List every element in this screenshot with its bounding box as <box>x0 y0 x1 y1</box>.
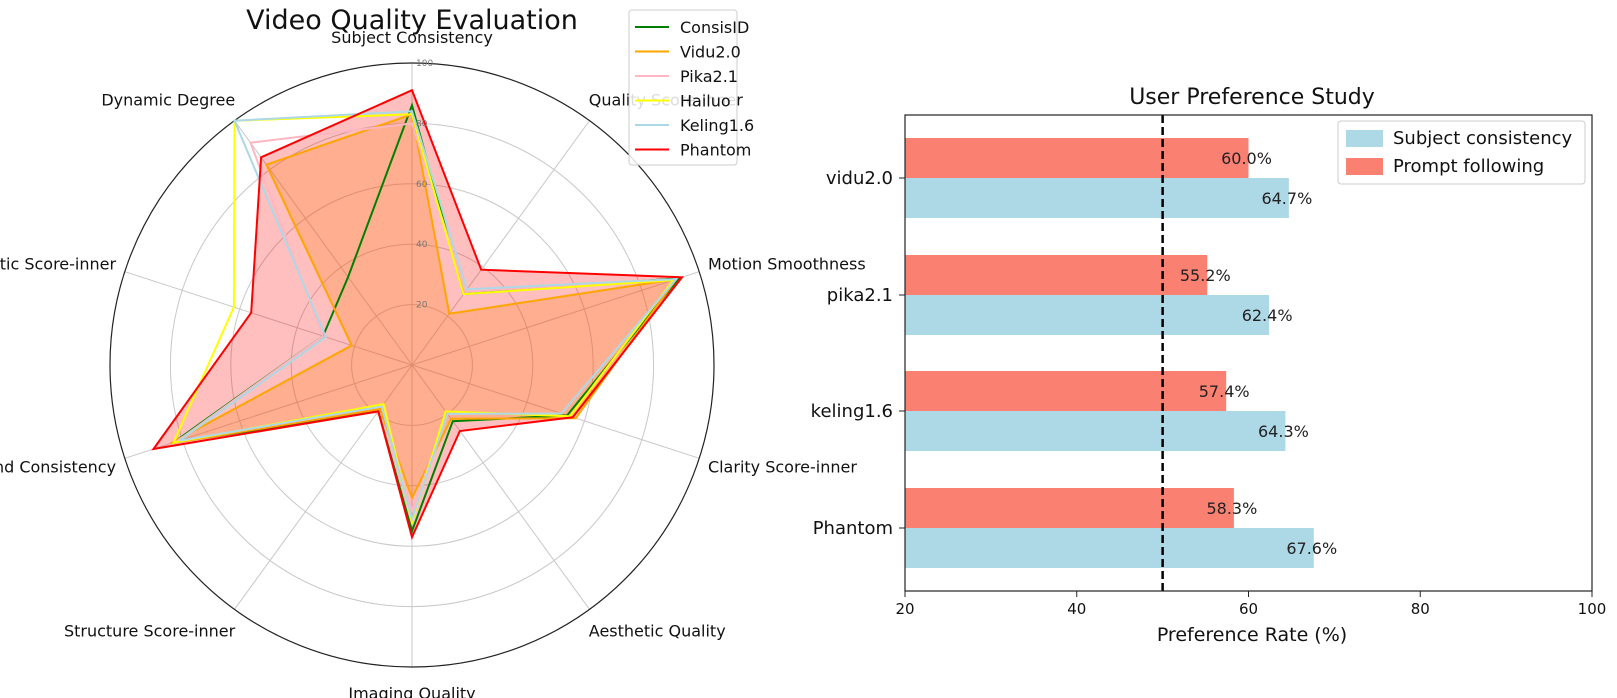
bar-x-tick-label: 80 <box>1411 600 1430 618</box>
bar-data-label: 57.4% <box>1199 382 1250 401</box>
radar-tick-label: 100 <box>416 59 433 69</box>
bar-data-label: 67.6% <box>1286 539 1337 558</box>
bar-data-label: 58.3% <box>1206 499 1257 518</box>
bar-legend: Subject consistency Prompt following <box>1337 120 1586 185</box>
bar-data-label: 60.0% <box>1221 149 1272 168</box>
bar-data-label: 64.3% <box>1258 422 1309 441</box>
bar-prompt-following <box>905 138 1249 178</box>
radar-spoke <box>234 120 413 366</box>
radar-axis-label: Aesthetic Score-inner <box>0 255 116 274</box>
radar-tick-labels: 20 40 60 80 100 <box>416 59 433 311</box>
radar-spoke <box>411 364 700 459</box>
radar-axis-label: Dynamic Degree <box>101 91 235 110</box>
bar-category-label: keling1.6 <box>811 401 893 422</box>
bar-legend-label: Subject consistency <box>1393 128 1573 149</box>
bar-marks: 64.7% 60.0% 62.4% 55.2% 64.3% 57.4% 67.6% 58.3% <box>905 138 1337 568</box>
bar-x-tick-label: 20 <box>895 600 914 618</box>
bar-x-tick-label: 100 <box>1578 600 1607 618</box>
radar-series-line <box>178 110 679 523</box>
radar-spoke <box>411 364 590 610</box>
radar-tick-label: 20 <box>416 301 428 311</box>
radar-series-line <box>170 112 679 501</box>
bar-x-tick-label: 60 <box>1239 600 1258 618</box>
radar-series-fill <box>170 114 677 498</box>
radar-series-group <box>151 88 684 541</box>
bar-prompt-following <box>905 255 1208 295</box>
bar-x-tick-label: 40 <box>1067 600 1086 618</box>
radar-legend-label: Hailuo <box>680 92 731 111</box>
radar-axis-label: Subject Consistency <box>331 28 493 47</box>
bar-subject-consistency <box>905 295 1270 335</box>
radar-axis-label: Structure Score-inner <box>64 621 236 640</box>
radar-spoke <box>411 120 590 366</box>
radar-tick-label: 40 <box>416 240 428 250</box>
bar-prompt-following <box>905 488 1234 528</box>
radar-spoke <box>124 271 413 366</box>
bar-prompt-following <box>905 371 1227 411</box>
radar-legend-frame <box>628 9 738 166</box>
radar-series-fill <box>153 90 682 538</box>
bar-subject-consistency <box>905 528 1314 568</box>
radar-spoke <box>411 271 700 366</box>
radar-title: Video Quality Evaluation <box>246 5 578 36</box>
radar-tick-label: 60 <box>416 180 428 190</box>
bar-category-label: Phantom <box>813 518 893 539</box>
radar-legend-label: ConsisID <box>680 18 749 37</box>
radar-legend-label: Keling1.6 <box>680 116 754 135</box>
bar-subject-consistency <box>905 411 1286 451</box>
bar-title: User Preference Study <box>1129 85 1375 110</box>
radar-legend: ConsisID Vidu2.0 Pika2.1 Hailuo Keling1.6 Pha… <box>628 9 754 166</box>
bar-axes: 20 40 60 80 100 vidu2.0 pika2.1 keling1.6 Phanto… <box>811 114 1607 618</box>
radar-axis-label: Imaging Quality <box>348 684 475 698</box>
radar-series-line <box>151 88 684 541</box>
bar-data-label: 62.4% <box>1242 306 1293 325</box>
radar-axis-label: Background Consistency <box>0 457 116 476</box>
radar-axis-label: Clarity Score-inner <box>708 457 857 476</box>
radar-axis-label: Aesthetic Quality <box>589 621 726 640</box>
bar-data-label: 64.7% <box>1261 189 1312 208</box>
radar-legend-label: Phantom <box>680 141 751 160</box>
bar-chart: User Preference Study 64.7% 60.0% 62.4% 55.… <box>811 85 1607 646</box>
radar-tick-label: 80 <box>416 119 428 129</box>
bar-legend-label: Prompt following <box>1393 156 1544 177</box>
radar-chart: Video Quality Evaluation 20 40 60 80 100 Sub… <box>0 5 866 698</box>
bar-legend-swatch <box>1346 130 1383 147</box>
radar-axis-label: Motion Smoothness <box>708 255 866 274</box>
bar-legend-frame <box>1337 120 1586 185</box>
radar-outer-ring <box>109 62 715 668</box>
radar-legend-label: Pika2.1 <box>680 67 738 86</box>
bar-subject-consistency <box>905 178 1289 218</box>
bar-x-axis-label: Preference Rate (%) <box>1157 624 1347 646</box>
bar-legend-swatch <box>1346 158 1383 175</box>
bar-category-label: pika2.1 <box>827 285 893 306</box>
bar-data-label: 55.2% <box>1180 266 1231 285</box>
bar-category-label: vidu2.0 <box>826 168 893 189</box>
radar-legend-label: Vidu2.0 <box>680 43 741 62</box>
